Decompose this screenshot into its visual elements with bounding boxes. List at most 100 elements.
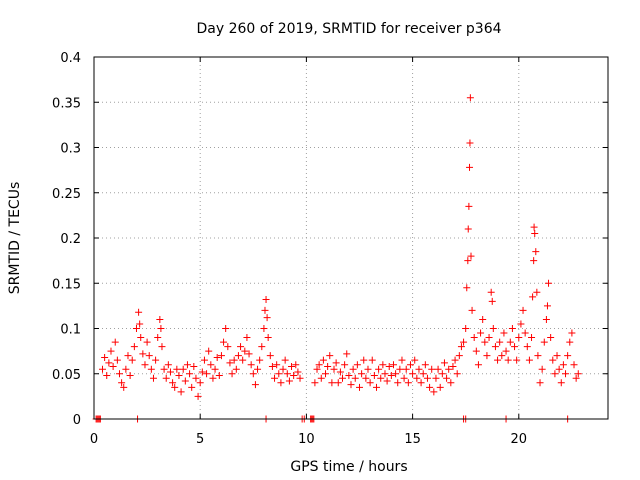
data-point (243, 334, 251, 342)
data-point (156, 315, 164, 323)
data-point (232, 365, 240, 373)
data-point (467, 252, 475, 260)
data-point (113, 356, 121, 364)
data-point (474, 361, 482, 369)
data-point (428, 365, 436, 373)
data-point (245, 350, 253, 358)
data-point (200, 356, 208, 364)
data-point (207, 361, 215, 369)
data-point (343, 350, 351, 358)
data-point (349, 365, 357, 373)
x-tick-label: 15 (404, 432, 421, 447)
data-point (381, 370, 389, 378)
data-point (398, 356, 406, 364)
x-axis-label: GPS time / hours (290, 459, 407, 475)
data-point (513, 356, 521, 364)
data-point (487, 288, 495, 296)
data-point (572, 374, 580, 382)
data-point (358, 370, 366, 378)
data-point (421, 361, 429, 369)
data-point (332, 359, 340, 367)
data-point (273, 361, 281, 369)
y-tick-label: 0 (73, 413, 81, 428)
data-point (489, 325, 497, 332)
data-point (279, 365, 287, 373)
data-point (530, 223, 538, 231)
data-point (254, 365, 262, 373)
data-point (292, 361, 300, 369)
y-tick-label: 0.25 (52, 187, 81, 202)
data-point (190, 363, 198, 371)
data-point (256, 356, 264, 364)
data-point (419, 370, 427, 378)
data-point (426, 383, 434, 391)
data-point (519, 306, 527, 314)
data-point (132, 325, 140, 332)
data-points (92, 94, 582, 423)
data-point (220, 338, 228, 346)
data-point (530, 257, 538, 265)
data-point (411, 356, 419, 364)
y-tick-label: 0.2 (60, 232, 81, 247)
data-point (188, 383, 196, 391)
data-point (319, 356, 327, 364)
data-point (483, 352, 491, 360)
data-point (360, 356, 368, 364)
data-point (466, 163, 474, 171)
data-point (115, 370, 123, 378)
data-point (122, 365, 130, 373)
data-point (538, 365, 546, 373)
data-point (351, 374, 359, 382)
data-point (194, 392, 202, 400)
data-point (324, 363, 332, 371)
data-point (562, 370, 570, 378)
data-point (261, 306, 269, 314)
data-point (330, 365, 338, 373)
data-point (147, 365, 155, 373)
data-point (498, 352, 506, 360)
x-tick-label: 20 (511, 432, 528, 447)
data-point (296, 374, 304, 382)
data-point (98, 365, 106, 373)
data-point (311, 379, 319, 387)
data-point (234, 352, 242, 360)
data-point (237, 343, 245, 351)
data-point (263, 314, 271, 322)
data-point (118, 379, 126, 387)
data-point (288, 363, 296, 371)
data-point (345, 372, 353, 380)
data-point (517, 320, 525, 328)
data-point (545, 279, 553, 287)
data-point (175, 372, 183, 380)
data-point (177, 388, 185, 396)
x-tick-label: 0 (90, 432, 98, 447)
data-point (260, 325, 268, 332)
data-point (466, 94, 474, 102)
data-point (126, 372, 134, 380)
data-point (124, 352, 132, 360)
data-point (564, 352, 572, 360)
data-point (521, 329, 529, 337)
data-point (128, 356, 136, 364)
data-point (277, 379, 285, 387)
y-tick-label: 0.3 (60, 142, 81, 157)
data-point (241, 347, 249, 355)
data-point (355, 383, 363, 391)
data-point (508, 325, 516, 332)
data-point (166, 368, 174, 376)
data-point (192, 374, 200, 382)
data-point (368, 356, 376, 364)
data-point (362, 374, 370, 382)
data-point (406, 361, 414, 369)
data-point (364, 365, 372, 373)
data-point (479, 315, 487, 323)
data-point (136, 320, 144, 328)
data-point (540, 338, 548, 346)
data-point (568, 329, 576, 337)
data-point (449, 363, 457, 371)
data-point (553, 352, 561, 360)
data-point (438, 370, 446, 378)
data-point (145, 352, 153, 360)
data-point (379, 361, 387, 369)
data-point (262, 296, 270, 304)
